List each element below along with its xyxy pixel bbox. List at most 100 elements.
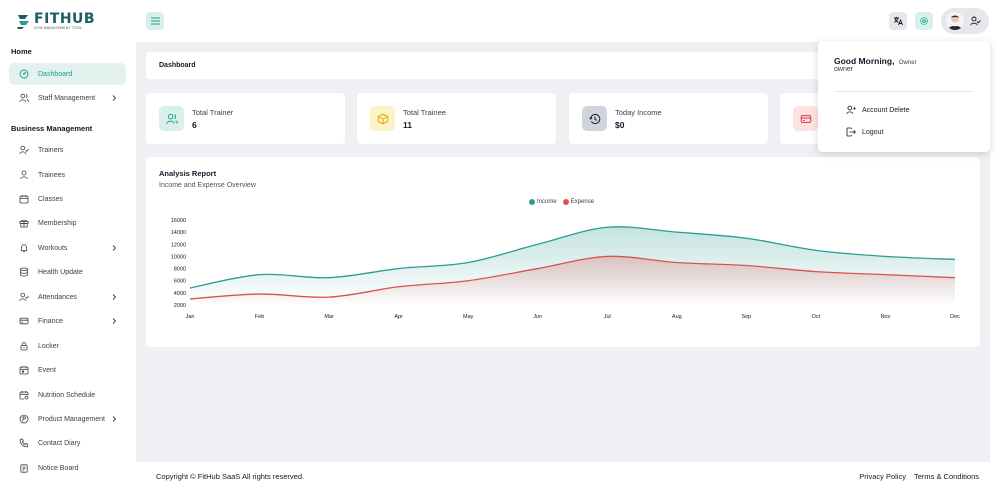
sidebar-item-label: Staff Management xyxy=(38,94,96,102)
chevron-right-icon xyxy=(112,294,117,300)
y-tick-label: 10000 xyxy=(171,254,186,260)
sidebar-item-label: Event xyxy=(38,366,56,374)
phone-icon xyxy=(19,438,29,448)
sidebar-item-notice-board[interactable]: Notice Board xyxy=(9,457,126,479)
terms-conditions-link[interactable]: Terms & Conditions xyxy=(913,472,979,481)
stat-label: Total Trainee xyxy=(403,108,446,117)
x-tick-label: Jul xyxy=(604,314,611,320)
sidebar-item-health-update[interactable]: Health Update xyxy=(9,261,126,283)
legend-dot xyxy=(562,199,569,205)
chart-subtitle: Income and Expense Overview xyxy=(159,182,256,189)
y-tick-label: 14000 xyxy=(171,230,186,236)
sidebar-item-nutrition-schedule[interactable]: Nutrition Schedule xyxy=(9,384,126,406)
x-tick-label: Apr xyxy=(394,314,403,320)
avatar-image-icon xyxy=(946,12,964,30)
chevron-right-icon xyxy=(112,245,117,251)
clipboard-icon xyxy=(19,463,29,473)
sidebar-item-locker[interactable]: Locker xyxy=(9,335,126,357)
credit-card-icon xyxy=(19,316,29,326)
avatar xyxy=(946,12,964,30)
stat-value: 6 xyxy=(192,120,197,130)
legend-item-expense[interactable]: Expense xyxy=(562,199,594,205)
hamburger-icon xyxy=(150,17,160,25)
account-delete-button[interactable]: Account Delete xyxy=(846,105,909,115)
sidebar-item-label: Finance xyxy=(38,317,63,325)
top-bar: FITHUB GYM MANAGEMENT TOOL xyxy=(0,0,1000,42)
lock-icon xyxy=(19,341,29,351)
sidebar-item-label: Nutrition Schedule xyxy=(38,391,96,399)
page-title: Dashboard xyxy=(159,62,196,69)
brand-product-icon xyxy=(19,414,29,424)
users-icon xyxy=(159,106,184,131)
user-icon xyxy=(19,170,29,180)
sidebar-item-label: Trainees xyxy=(38,171,65,179)
sidebar-item-trainers[interactable]: Trainers xyxy=(9,139,126,161)
menu-item-label: Logout xyxy=(862,128,884,136)
x-tick-label: Jun xyxy=(533,314,542,320)
series-line-income xyxy=(189,226,956,289)
x-tick-label: Nov xyxy=(881,314,891,320)
sidebar-item-label: Workouts xyxy=(38,244,68,252)
sidebar-item-staff-management[interactable]: Staff Management xyxy=(9,87,126,109)
footer: Copyright © FitHub SaaS All rights reser… xyxy=(136,462,1000,493)
user-check-icon xyxy=(19,292,29,302)
sidebar-item-product-management[interactable]: Product Management xyxy=(9,408,126,430)
series-area-expense xyxy=(190,256,955,305)
sidebar-item-classes[interactable]: Classes xyxy=(9,188,126,210)
chevron-right-icon xyxy=(112,416,117,422)
legend-label: Income xyxy=(537,199,557,205)
stat-card-total-trainer: Total Trainer 6 xyxy=(146,93,345,144)
y-tick-label: 16000 xyxy=(171,218,186,224)
user-delete-icon xyxy=(846,105,856,115)
sidebar-item-attendances[interactable]: Attendances xyxy=(9,286,126,308)
copyright-text: Copyright © FitHub SaaS All rights reser… xyxy=(156,472,305,481)
bell-icon xyxy=(19,243,29,253)
sidebar-item-contact-diary[interactable]: Contact Diary xyxy=(9,432,126,454)
sidebar-item-membership[interactable]: Membership xyxy=(9,212,126,234)
history-icon xyxy=(582,106,607,131)
dashboard-icon xyxy=(19,69,29,79)
sidebar-item-trainees[interactable]: Trainees xyxy=(9,164,126,186)
settings-button[interactable] xyxy=(915,12,933,30)
logo-mark-icon xyxy=(17,15,29,29)
sidebar-item-label: Contact Diary xyxy=(38,439,81,447)
profile-button[interactable] xyxy=(941,8,989,34)
sidebar-item-label: Locker xyxy=(38,342,60,350)
x-tick-label: Sep xyxy=(741,314,751,320)
sidebar-item-label: Health Update xyxy=(38,268,83,276)
calendar-event-icon xyxy=(19,365,29,375)
sidebar-item-label: Trainers xyxy=(38,146,64,154)
sidebar-item-label: Attendances xyxy=(38,293,77,301)
menu-item-label: Account Delete xyxy=(862,106,910,114)
stat-label: Today Income xyxy=(615,108,662,117)
stat-value: $0 xyxy=(615,120,625,130)
calendar-stats-icon xyxy=(19,390,29,400)
user-check-icon xyxy=(970,16,981,26)
footer-links: Privacy Policy Terms & Conditions xyxy=(859,472,979,481)
legend-item-income[interactable]: Income xyxy=(529,199,557,205)
credit-card-icon xyxy=(793,106,818,131)
privacy-policy-link[interactable]: Privacy Policy xyxy=(859,472,906,481)
sidebar-item-label: Product Management xyxy=(38,415,105,423)
profile-dropdown: Good Morning, Owner owner Account Delete… xyxy=(818,41,990,152)
logout-button[interactable]: Logout xyxy=(846,127,883,137)
sidebar-item-event[interactable]: Event xyxy=(9,359,126,381)
stat-card-today-income: Today Income $0 xyxy=(569,93,768,144)
calendar-icon xyxy=(19,194,29,204)
gear-icon xyxy=(920,17,928,25)
sidebar-item-label: Notice Board xyxy=(38,464,79,472)
fithub-logo[interactable]: FITHUB GYM MANAGEMENT TOOL xyxy=(16,10,96,32)
y-tick-label: 12000 xyxy=(171,242,186,248)
user-check-icon xyxy=(19,145,29,155)
database-icon xyxy=(19,267,29,277)
sidebar-item-dashboard[interactable]: Dashboard xyxy=(9,63,126,85)
language-button[interactable] xyxy=(889,12,907,30)
gift-icon xyxy=(19,218,29,228)
analysis-chart: 2000 4000 6000 8000 10000 12000 14000 16000 Jan F… xyxy=(171,218,960,320)
menu-toggle-button[interactable] xyxy=(146,12,164,30)
sidebar-item-finance[interactable]: Finance xyxy=(9,310,126,332)
sidebar-item-workouts[interactable]: Workouts xyxy=(9,237,126,259)
stat-value: 11 xyxy=(403,120,412,130)
x-tick-label: Jan xyxy=(186,314,195,320)
chart-legend: Income Expense xyxy=(529,199,594,205)
